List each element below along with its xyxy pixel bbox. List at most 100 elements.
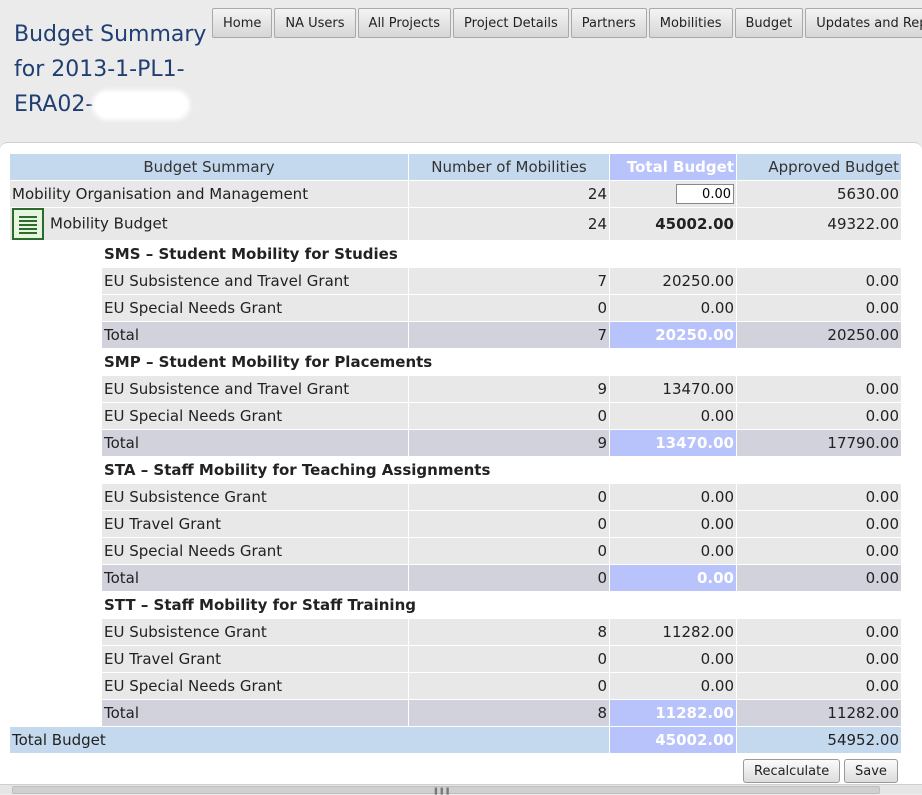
table-row: EU Travel Grant 0 0.00 0.00 <box>10 645 902 673</box>
table-row: EU Special Needs Grant 0 0.00 0.00 <box>10 294 902 322</box>
table-row: EU Travel Grant 0 0.00 0.00 <box>10 510 902 538</box>
tab-home[interactable]: Home <box>212 8 273 38</box>
table-header-row: Budget Summary Number of Mobilities Tota… <box>9 153 902 181</box>
item-mobilities: 8 <box>408 618 610 646</box>
section-total-approved: 17790.00 <box>736 429 902 457</box>
item-approved-budget: 0.00 <box>736 375 902 403</box>
section-total-budget: 13470.00 <box>609 429 737 457</box>
spreadsheet-icon[interactable] <box>12 208 44 240</box>
tab-project-details[interactable]: Project Details <box>453 8 569 38</box>
grand-total-row: Total Budget 45002.00 54952.00 <box>9 726 902 754</box>
item-approved-budget: 0.00 <box>736 672 902 700</box>
section-total-label: Total <box>101 429 409 457</box>
table-row: EU Subsistence Grant 0 0.00 0.00 <box>10 483 902 511</box>
indent-spacer <box>9 456 102 592</box>
section-total-label: Total <box>101 699 409 727</box>
item-label: EU Subsistence Grant <box>101 618 409 646</box>
item-approved-budget: 0.00 <box>736 267 902 295</box>
item-approved-budget: 0.00 <box>736 402 902 430</box>
section-total-approved: 0.00 <box>736 564 902 592</box>
table-row: EU Special Needs Grant 0 0.00 0.00 <box>10 537 902 565</box>
section-title: SMP – Student Mobility for Placements <box>101 348 902 376</box>
header-approved-budget: Approved Budget <box>736 153 902 181</box>
save-button[interactable]: Save <box>844 759 898 783</box>
tab-mobilities[interactable]: Mobilities <box>648 8 733 38</box>
section-total-row: Total 8 11282.00 11282.00 <box>10 699 902 727</box>
page-title: Budget Summary for 2013-1-PL1-ERA02- <box>14 22 207 117</box>
item-approved-budget: 0.00 <box>736 510 902 538</box>
item-total-budget: 0.00 <box>609 537 737 565</box>
section-title-row: STT – Staff Mobility for Staff Training <box>9 591 902 727</box>
item-mobilities: 7 <box>408 267 610 295</box>
grand-total-budget: 45002.00 <box>609 726 737 754</box>
item-label: EU Subsistence and Travel Grant <box>101 267 409 295</box>
section-title: STA – Staff Mobility for Teaching Assign… <box>101 456 902 484</box>
item-approved-budget: 0.00 <box>736 537 902 565</box>
item-mobilities: 0 <box>408 483 610 511</box>
section-total-budget: 0.00 <box>609 564 737 592</box>
indent-spacer <box>9 240 102 349</box>
redacted-text <box>95 93 188 117</box>
item-total-budget: 0.00 <box>609 672 737 700</box>
item-total-budget: 0.00 <box>609 402 737 430</box>
tab-budget[interactable]: Budget <box>734 8 804 38</box>
section-total-row: Total 9 13470.00 17790.00 <box>10 429 902 457</box>
tab-na-users[interactable]: NA Users <box>274 8 356 38</box>
section-total-row: Total 0 0.00 0.00 <box>10 564 902 592</box>
mobility-budget-label-cell: Mobility Budget <box>9 207 409 241</box>
section-total-budget: 11282.00 <box>609 699 737 727</box>
item-mobilities: 0 <box>408 402 610 430</box>
item-approved-budget: 0.00 <box>736 483 902 511</box>
top-navigation: Home NA Users All Projects Project Details P… <box>212 8 922 38</box>
item-label: EU Special Needs Grant <box>101 537 409 565</box>
scrollbar-thumb[interactable]: ❚❚❚ <box>12 786 880 795</box>
item-label: EU Special Needs Grant <box>101 402 409 430</box>
tab-all-projects[interactable]: All Projects <box>357 8 452 38</box>
mobility-organisation-total-input[interactable] <box>676 184 734 204</box>
section-title-row: SMS – Student Mobility for Studies <box>9 240 902 349</box>
budget-summary-table: Budget Summary Number of Mobilities Tota… <box>9 153 902 754</box>
item-total-budget: 0.00 <box>609 294 737 322</box>
section-total-approved: 11282.00 <box>736 699 902 727</box>
table-row: EU Subsistence Grant 8 11282.00 0.00 <box>10 618 902 646</box>
section-total-mobilities: 7 <box>408 321 610 349</box>
section-title-row: STA – Staff Mobility for Teaching Assign… <box>9 456 902 592</box>
item-mobilities: 9 <box>408 375 610 403</box>
header-budget-summary: Budget Summary <box>9 153 409 181</box>
table-row: EU Subsistence and Travel Grant 9 13470.00… <box>10 375 902 403</box>
item-total-budget: 13470.00 <box>609 375 737 403</box>
item-label: EU Special Needs Grant <box>101 294 409 322</box>
section-total-approved: 20250.00 <box>736 321 902 349</box>
scrollbar-grip-icon: ❚❚❚ <box>433 787 451 795</box>
recalculate-button[interactable]: Recalculate <box>743 759 841 783</box>
item-total-budget: 0.00 <box>609 483 737 511</box>
table-row: EU Special Needs Grant 0 0.00 0.00 <box>10 672 902 700</box>
section-title: STT – Staff Mobility for Staff Training <box>101 591 902 619</box>
header-number-of-mobilities: Number of Mobilities <box>408 153 610 181</box>
item-label: EU Travel Grant <box>101 510 409 538</box>
indent-spacer <box>9 348 102 457</box>
mobility-organisation-total-cell <box>609 180 737 208</box>
mobility-organisation-mobilities: 24 <box>408 180 610 208</box>
mobility-organisation-label: Mobility Organisation and Management <box>9 180 409 208</box>
tab-partners[interactable]: Partners <box>570 8 647 38</box>
grand-total-approved: 54952.00 <box>736 726 902 754</box>
item-approved-budget: 0.00 <box>736 645 902 673</box>
horizontal-scrollbar[interactable]: ❚❚❚ <box>0 784 922 795</box>
tab-updates-and-reports[interactable]: Updates and Reports <box>805 8 922 38</box>
mobility-budget-total: 45002.00 <box>609 207 737 241</box>
budget-panel: Budget Summary Number of Mobilities Tota… <box>0 142 922 795</box>
mobility-budget-label: Mobility Budget <box>50 214 168 233</box>
item-total-budget: 11282.00 <box>609 618 737 646</box>
mobility-budget-mobilities: 24 <box>408 207 610 241</box>
section-total-mobilities: 9 <box>408 429 610 457</box>
item-approved-budget: 0.00 <box>736 294 902 322</box>
section-total-mobilities: 0 <box>408 564 610 592</box>
section-total-label: Total <box>101 321 409 349</box>
mobility-organisation-approved: 5630.00 <box>736 180 902 208</box>
mobility-organisation-row: Mobility Organisation and Management 24 … <box>9 180 902 208</box>
table-row: EU Special Needs Grant 0 0.00 0.00 <box>10 402 902 430</box>
item-mobilities: 0 <box>408 537 610 565</box>
item-approved-budget: 0.00 <box>736 618 902 646</box>
item-mobilities: 0 <box>408 510 610 538</box>
